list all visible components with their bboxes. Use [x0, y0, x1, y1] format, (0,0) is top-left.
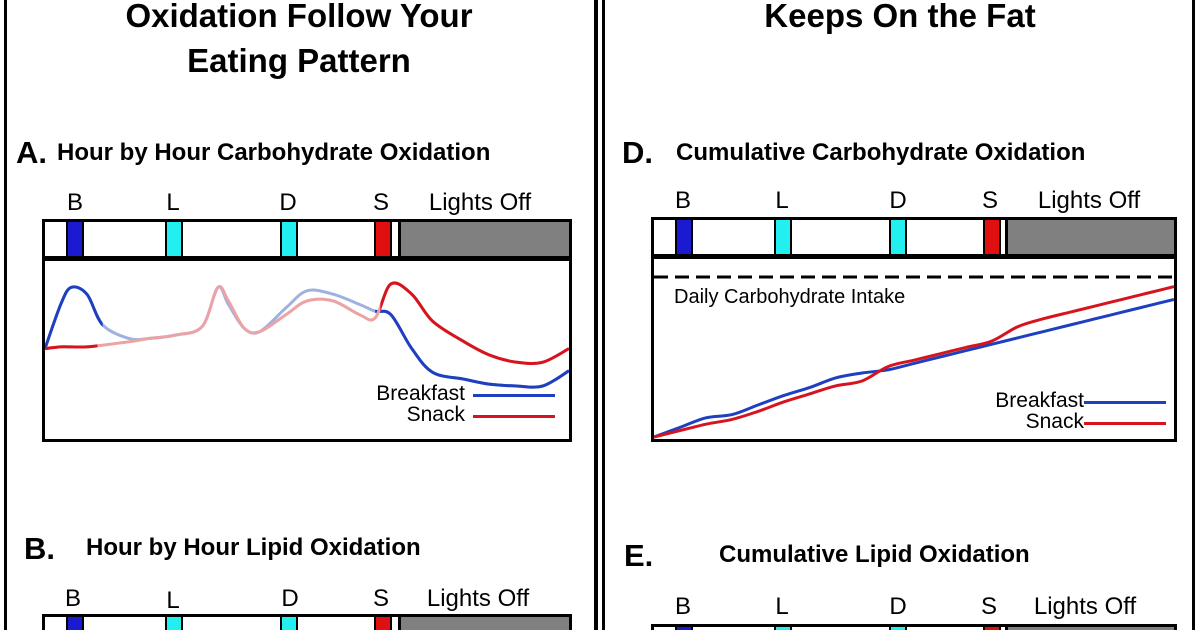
series-line-snack — [654, 285, 1174, 439]
panel-d-reference-label: Daily Carbohydrate Intake — [674, 286, 906, 308]
panel-b-snack-marker — [374, 617, 392, 630]
panel-d-breakfast-marker — [675, 220, 693, 254]
panel-a-label-b: B — [66, 189, 83, 216]
panel-a-breakfast-marker — [66, 222, 84, 256]
panel-d-snack-marker — [983, 220, 1001, 254]
panel-d-legend-breakfast-label: Breakfast — [995, 389, 1084, 412]
series-line-snack — [45, 281, 569, 366]
left-border — [4, 0, 7, 630]
panel-a-dinner-marker — [280, 222, 298, 256]
panel-b-dinner-marker — [280, 617, 298, 630]
panel-b-lights-off-block — [398, 617, 569, 630]
left-column-title-line2: Eating Pattern — [187, 42, 411, 79]
panel-a-legend-snack-label: Snack — [406, 403, 465, 426]
panel-a-label-lights-off: Lights Off — [428, 189, 532, 216]
panel-a-lunch-marker — [165, 222, 183, 256]
panel-e-meal-timeline — [651, 624, 1177, 630]
center-divider-left — [594, 0, 598, 630]
panel-b-lunch-marker — [165, 617, 183, 630]
panel-d-legend-snack-label: Snack — [1025, 410, 1084, 433]
panel-b-label-d: D — [281, 585, 299, 612]
panel-a-label-l: L — [166, 189, 180, 216]
panel-e-dinner-marker — [889, 627, 907, 630]
left-column-title-line1: Oxidation Follow Your — [125, 0, 473, 34]
panel-a-legend-snack-line — [473, 415, 555, 418]
panel-b-letter: B. — [24, 531, 55, 566]
panel-a-plot: Breakfast Snack — [42, 258, 572, 442]
panel-a-lights-off-block — [398, 222, 569, 256]
panel-a-label-s: S — [372, 189, 389, 216]
panel-b-label-l: L — [166, 587, 180, 614]
panel-b-label-b: B — [64, 585, 81, 612]
panel-d-plot-svg — [654, 275, 1174, 439]
panel-a-letter: A. — [16, 135, 47, 170]
panel-a-snack-marker — [374, 222, 392, 256]
series-line-snack-faded — [45, 281, 569, 366]
series-line-breakfast — [654, 297, 1174, 439]
panel-d-title: Cumulative Carbohydrate Oxidation — [676, 139, 1086, 166]
right-column-title: Keeps On the Fat — [764, 0, 1036, 34]
panel-a-legend-breakfast-line — [473, 394, 555, 397]
panel-d-label-lights-off: Lights Off — [1037, 187, 1141, 214]
right-border — [1192, 0, 1195, 630]
panel-e-lunch-marker — [774, 627, 792, 630]
panel-b-label-lights-off: Lights Off — [426, 585, 530, 612]
panel-e-snack-marker — [983, 627, 1001, 630]
panel-a-legend-breakfast-label: Breakfast — [376, 382, 465, 405]
panel-d-meal-timeline — [651, 217, 1177, 257]
panel-e-lights-off-block — [1005, 627, 1174, 630]
panel-d-plot: Daily Carbohydrate Intake Breakfast Snac… — [651, 256, 1177, 442]
panel-d-label-d: D — [889, 187, 907, 214]
panel-e-label-l: L — [775, 593, 789, 620]
panel-b-label-s: S — [372, 585, 389, 612]
panel-a-meal-timeline — [42, 219, 572, 259]
panel-e-label-lights-off: Lights Off — [1033, 593, 1137, 620]
panel-d-dinner-marker — [889, 220, 907, 254]
panel-a-plot-svg — [45, 281, 569, 389]
panel-e-title: Cumulative Lipid Oxidation — [719, 541, 1030, 568]
panel-d-label-b: B — [674, 187, 691, 214]
panel-b-breakfast-marker — [66, 617, 84, 630]
panel-e-label-s: S — [980, 593, 997, 620]
panel-d-lights-off-block — [1005, 220, 1174, 254]
panel-a-title: Hour by Hour Carbohydrate Oxidation — [57, 139, 491, 166]
panel-d-lunch-marker — [774, 220, 792, 254]
panel-e-breakfast-marker — [675, 627, 693, 630]
panel-d-label-l: L — [775, 187, 789, 214]
panel-e-label-b: B — [674, 593, 691, 620]
panel-e-letter: E. — [624, 538, 654, 573]
panel-d-legend-snack-line — [1084, 422, 1166, 425]
panel-d-letter: D. — [622, 135, 653, 170]
panel-b-meal-timeline — [42, 614, 572, 630]
panel-d-legend-breakfast-line — [1084, 401, 1166, 404]
panel-d-label-s: S — [981, 187, 998, 214]
panel-b-title: Hour by Hour Lipid Oxidation — [86, 534, 421, 561]
center-divider-right — [602, 0, 605, 630]
panel-a-label-d: D — [279, 189, 297, 216]
panel-e-label-d: D — [889, 593, 907, 620]
